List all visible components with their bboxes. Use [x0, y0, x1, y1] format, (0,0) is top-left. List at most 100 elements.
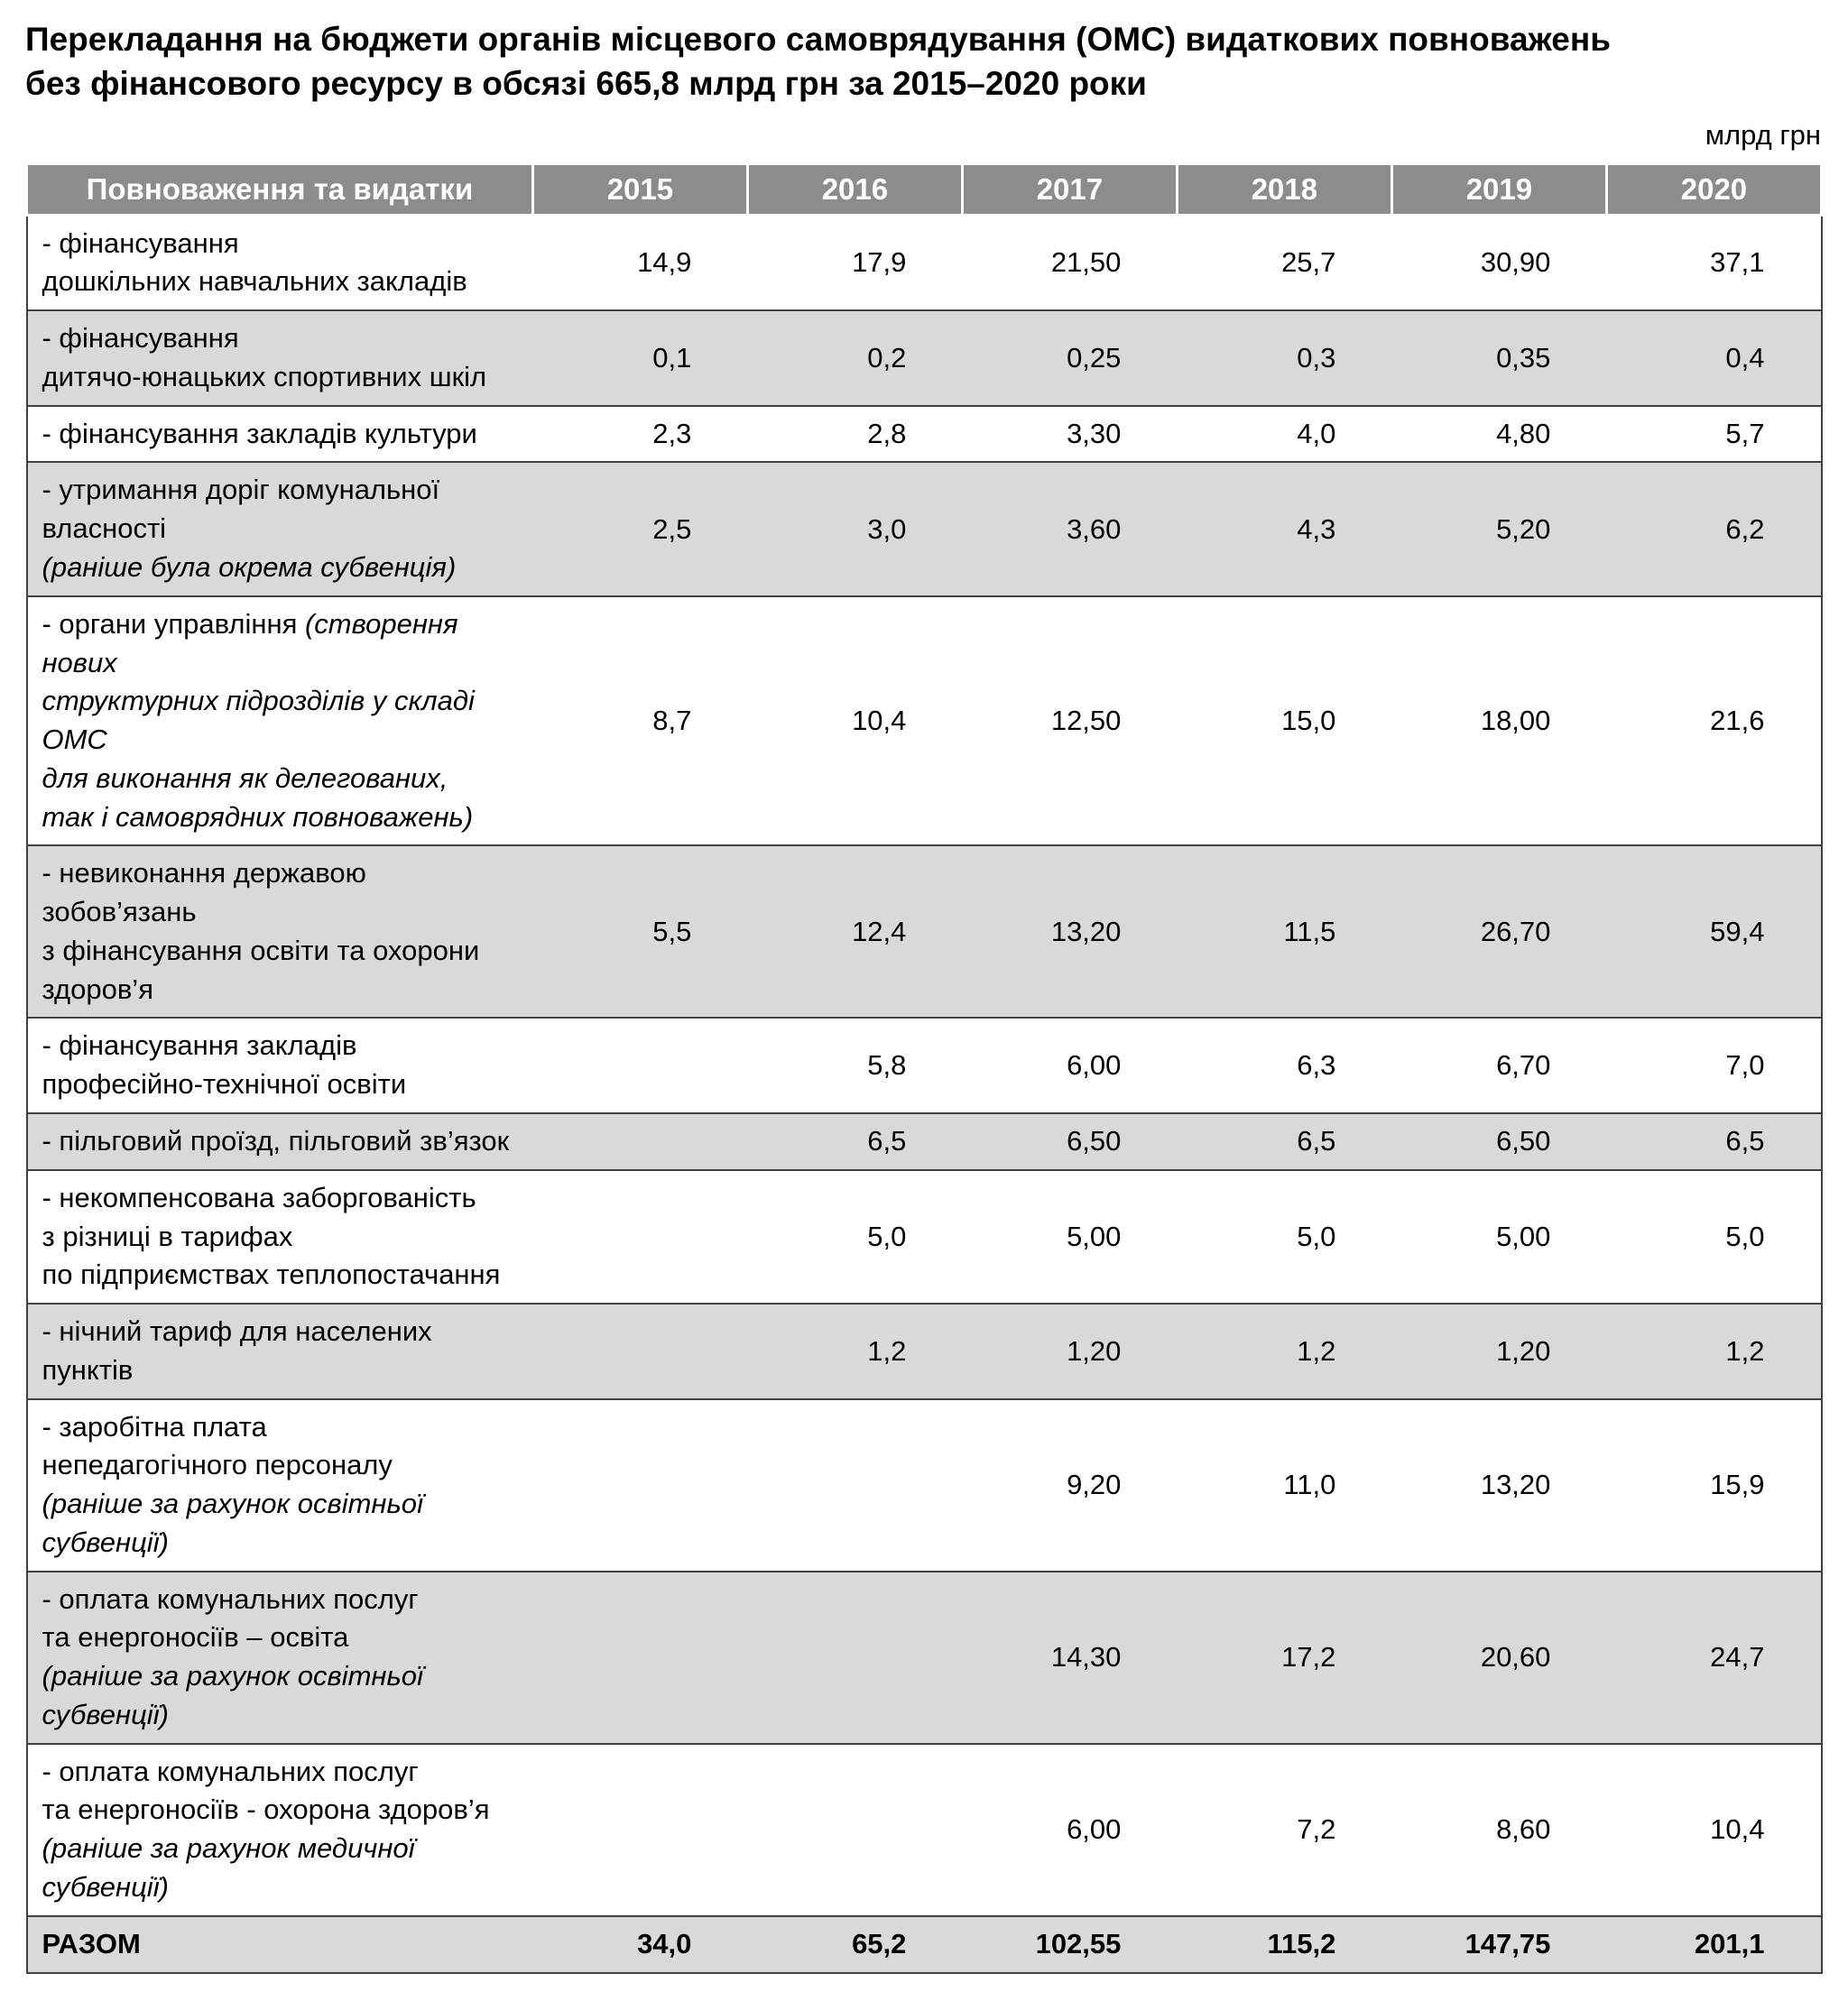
value-cell: 5,0 [747, 1168, 963, 1305]
value-cell: 0,35 [1391, 309, 1607, 406]
value-cell: 115,2 [1177, 1914, 1392, 1973]
value-cell: 37,1 [1606, 214, 1822, 311]
page-title-line1: Перекладання на бюджети органів місцевог… [25, 21, 1611, 58]
value-cell: 6,50 [1391, 1111, 1607, 1170]
value-cell: 10,4 [1606, 1742, 1822, 1916]
value-cell: 5,20 [1391, 461, 1607, 596]
value-cell: 14,30 [962, 1570, 1178, 1744]
value-cell: 0,3 [1177, 309, 1392, 406]
value-cell: 15,0 [1177, 595, 1392, 846]
total-row: РАЗОМ 34,0 65,2 102,55 115,2 147,75 201,1 [26, 1914, 1822, 1973]
value-cell: 5,00 [962, 1168, 1178, 1305]
value-cell: 34,0 [532, 1914, 748, 1973]
value-cell: 0,1 [532, 309, 748, 406]
value-cell: 1,20 [1391, 1303, 1607, 1399]
value-cell: 17,2 [1177, 1570, 1392, 1744]
table-row: - утримання доріг комунальної власності(… [26, 461, 1822, 596]
value-cell: 20,60 [1391, 1570, 1607, 1744]
value-cell [532, 1570, 748, 1744]
value-cell: 6,3 [1177, 1017, 1392, 1113]
value-cell: 14,9 [532, 214, 748, 311]
value-cell: 13,20 [962, 844, 1178, 1019]
value-cell: 1,2 [1606, 1303, 1822, 1399]
header-year-2016: 2016 [745, 161, 964, 217]
header-year-2019: 2019 [1390, 161, 1608, 217]
row-label: - фінансування закладів культури [26, 404, 533, 463]
row-label: - утримання доріг комунальної власності(… [26, 461, 533, 596]
value-cell [747, 1570, 963, 1744]
table-row: - оплата комунальних послуг та енергоносі… [26, 1742, 1822, 1916]
table-row: - фінансування дошкільних навчальних закл… [26, 214, 1822, 311]
row-label: - оплата комунальних послуг та енергоносі… [26, 1570, 533, 1744]
value-cell: 6,5 [1606, 1111, 1822, 1170]
value-cell: 5,0 [1606, 1168, 1822, 1305]
value-cell [532, 1111, 748, 1170]
header-year-2015: 2015 [531, 161, 749, 217]
value-cell: 6,5 [747, 1111, 963, 1170]
value-cell: 25,7 [1177, 214, 1392, 311]
value-cell: 6,00 [962, 1742, 1178, 1916]
value-cell: 21,50 [962, 214, 1178, 311]
value-cell: 24,7 [1606, 1570, 1822, 1744]
value-cell: 6,00 [962, 1017, 1178, 1113]
table-row: - невиконання державою зобов’язань з фіна… [26, 844, 1822, 1019]
header-year-2018: 2018 [1175, 161, 1393, 217]
table-row: - нічний тариф для населених пунктів 1,2 1… [26, 1303, 1822, 1399]
value-cell: 11,0 [1177, 1397, 1392, 1572]
value-cell: 13,20 [1391, 1397, 1607, 1572]
row-label: - органи управління (створення нових стру… [26, 595, 533, 846]
value-cell: 5,7 [1606, 404, 1822, 463]
value-cell: 6,70 [1391, 1017, 1607, 1113]
row-label: - фінансування закладів професійно-техніч… [26, 1017, 533, 1113]
table-row: - фінансування закладів професійно-техніч… [26, 1017, 1822, 1113]
row-label: - некомпенсована заборгованість з різниці… [26, 1168, 533, 1305]
value-cell: 2,8 [747, 404, 963, 463]
expenditures-table: Повноваження та видатки 2015 2016 2017 2018 2… [25, 161, 1824, 1974]
value-cell: 4,3 [1177, 461, 1392, 596]
row-label: - невиконання державою зобов’язань з фіна… [26, 844, 533, 1019]
value-cell [532, 1397, 748, 1572]
value-cell: 201,1 [1606, 1914, 1822, 1973]
value-cell: 26,70 [1391, 844, 1607, 1019]
value-cell: 0,4 [1606, 309, 1822, 406]
table-row: - заробітна плата непедагогічного персона… [26, 1397, 1822, 1572]
value-cell: 5,0 [1177, 1168, 1392, 1305]
value-cell: 0,25 [962, 309, 1178, 406]
value-cell [532, 1742, 748, 1916]
value-cell: 1,2 [747, 1303, 963, 1399]
value-cell: 7,2 [1177, 1742, 1392, 1916]
value-cell: 5,00 [1391, 1168, 1607, 1305]
value-cell: 12,50 [962, 595, 1178, 846]
value-cell: 6,2 [1606, 461, 1822, 596]
row-label: РАЗОМ [26, 1914, 533, 1973]
value-cell: 7,0 [1606, 1017, 1822, 1113]
value-cell: 3,30 [962, 404, 1178, 463]
value-cell [747, 1397, 963, 1572]
row-label: - нічний тариф для населених пунктів [26, 1303, 533, 1399]
header-label-col: Повноваження та видатки [25, 161, 534, 217]
table-row: - оплата комунальних послуг та енергоносі… [26, 1570, 1822, 1744]
value-cell: 1,20 [962, 1303, 1178, 1399]
page: Перекладання на бюджети органів місцевог… [25, 18, 1824, 1974]
header-year-2020: 2020 [1604, 161, 1824, 217]
value-cell: 2,5 [532, 461, 748, 596]
value-cell: 3,0 [747, 461, 963, 596]
value-cell [532, 1303, 748, 1399]
value-cell: 17,9 [747, 214, 963, 311]
value-cell: 15,9 [1606, 1397, 1822, 1572]
value-cell: 5,5 [532, 844, 748, 1019]
value-cell: 10,4 [747, 595, 963, 846]
value-cell: 0,2 [747, 309, 963, 406]
page-title: Перекладання на бюджети органів місцевог… [25, 18, 1823, 106]
value-cell: 21,6 [1606, 595, 1822, 846]
row-label: - фінансування дитячо-юнацьких спортивних… [26, 309, 533, 406]
value-cell: 8,60 [1391, 1742, 1607, 1916]
value-cell: 4,0 [1177, 404, 1392, 463]
value-cell: 1,2 [1177, 1303, 1392, 1399]
value-cell: 12,4 [747, 844, 963, 1019]
header-row: Повноваження та видатки 2015 2016 2017 2018 2… [25, 161, 1824, 217]
value-cell: 102,55 [962, 1914, 1178, 1973]
value-cell: 147,75 [1391, 1914, 1607, 1973]
table-row: - органи управління (створення нових стру… [26, 595, 1822, 846]
value-cell: 6,5 [1177, 1111, 1392, 1170]
